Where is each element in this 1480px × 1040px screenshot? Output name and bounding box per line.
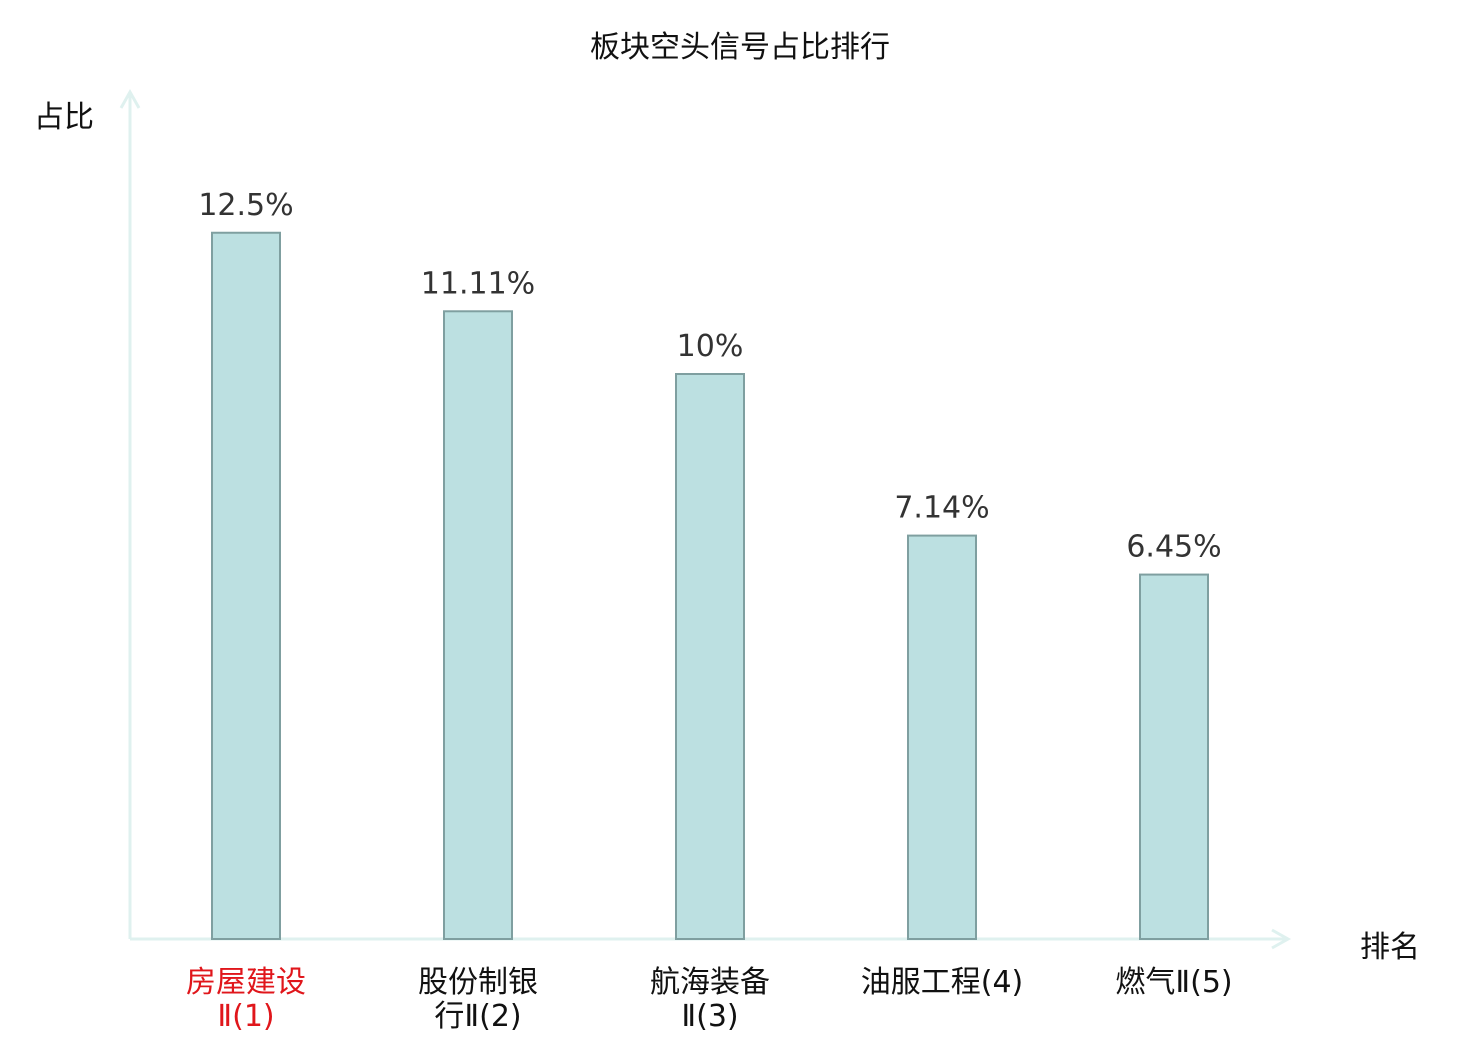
bars <box>211 231 1209 941</box>
x-tick-label-line1: 航海装备 <box>650 965 770 1000</box>
x-tick-label-line1: 燃气Ⅱ(5) <box>1115 965 1233 1000</box>
bar <box>1139 573 1209 940</box>
x-tick-label-line2: 行Ⅱ(2) <box>434 999 522 1034</box>
y-axis-label: 占比 <box>34 100 94 135</box>
x-axis-label: 排名 <box>1360 930 1420 965</box>
x-tick-label-line2: Ⅱ(1) <box>217 999 275 1034</box>
x-axis-arrow <box>1271 928 1292 950</box>
x-tick-label-line2: Ⅱ(3) <box>681 999 739 1034</box>
x-tick-label-line1: 油服工程(4) <box>860 965 1024 1000</box>
x-tick-label: 股份制银 行Ⅱ(2) <box>383 966 573 1034</box>
x-tick-label: 油服工程(4) <box>847 966 1037 1000</box>
bar <box>675 373 745 940</box>
x-tick-label-line1: 股份制银 <box>418 965 538 1000</box>
bar-value-label: 6.45% <box>1126 530 1221 565</box>
bar <box>907 534 977 941</box>
x-tick-label: 航海装备 Ⅱ(3) <box>615 966 805 1034</box>
bar <box>211 231 281 940</box>
bar <box>443 310 513 941</box>
bar-value-label: 12.5% <box>198 188 293 223</box>
bar-value-label: 10% <box>677 329 744 364</box>
bar-value-label: 11.11% <box>421 266 535 301</box>
chart-title: 板块空头信号占比排行 <box>590 30 890 65</box>
x-tick-label: 房屋建设 Ⅱ(1) <box>151 966 341 1034</box>
x-tick-label: 燃气Ⅱ(5) <box>1079 966 1269 1000</box>
value-labels: 12.5% 11.11% 10% 7.14% 6.45% <box>198 188 1221 565</box>
bar-value-label: 7.14% <box>894 491 989 526</box>
y-axis-arrow <box>119 88 141 109</box>
x-tick-label-line1: 房屋建设 <box>186 965 306 1000</box>
